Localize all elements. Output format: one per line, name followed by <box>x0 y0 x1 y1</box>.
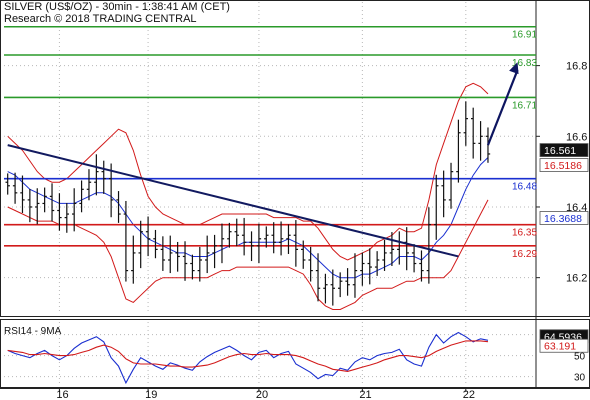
bollinger-lower-line <box>7 199 489 310</box>
rsi-panel-frame <box>0 319 590 388</box>
time-axis-label: 16 <box>56 389 68 400</box>
copyright-text: Research © 2018 TRADING CENTRAL <box>4 13 197 25</box>
chart-title: SILVER (US$/OZ) - 30min - 1:38:41 AM (CE… <box>4 1 230 13</box>
trendline <box>7 144 459 258</box>
moving-average-line <box>7 157 489 279</box>
level-label-pivot: 16.48 <box>512 182 537 193</box>
price-panel-frame <box>0 0 590 317</box>
time-axis-label: 22 <box>463 389 475 400</box>
rsi-axis-label: 50 <box>574 352 586 363</box>
rsi-panel-title: RSI14 - 9MA <box>4 326 62 337</box>
price-axis-label: 16.2 <box>566 273 587 285</box>
level-label-support: 16.35 <box>512 228 537 239</box>
price-axis-label: 16.8 <box>566 61 587 73</box>
price-value-tag-label: 16.3688 <box>544 213 582 225</box>
level-label-support: 16.29 <box>512 249 537 260</box>
level-label-resistance: 16.83 <box>512 58 537 69</box>
price-axis-label: 16.6 <box>566 131 587 143</box>
time-axis-label: 21 <box>359 389 371 400</box>
forecast-arrow-shaft <box>486 69 519 146</box>
price-value-tag <box>539 143 589 157</box>
rsi-value-tag-label: 63.191 <box>544 341 576 353</box>
price-value-tag <box>539 158 589 172</box>
forecast-arrow-head <box>509 62 519 75</box>
price-value-tag-label: 16.561 <box>544 145 576 157</box>
rsi-ma-line <box>7 340 489 372</box>
time-axis-label: 20 <box>256 389 268 400</box>
level-label-resistance: 16.91 <box>512 30 537 41</box>
rsi-value-tag <box>539 338 589 353</box>
price-axis-label: 16.4 <box>566 202 587 214</box>
bollinger-upper-line <box>7 82 489 261</box>
time-axis-label: 19 <box>145 389 157 400</box>
price-value-tag-label: 16.5186 <box>544 160 582 172</box>
level-label-resistance: 16.71 <box>512 100 537 111</box>
rsi-axis-label: 30 <box>574 373 586 384</box>
rsi-line <box>7 331 489 385</box>
price-value-tag <box>539 211 589 225</box>
